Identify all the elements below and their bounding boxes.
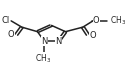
Text: N: N — [56, 37, 62, 46]
Text: Cl: Cl — [2, 16, 10, 25]
Text: O: O — [93, 16, 100, 25]
Text: O: O — [8, 30, 14, 39]
Text: O: O — [89, 31, 96, 40]
Text: CH$_3$: CH$_3$ — [35, 53, 51, 65]
Text: CH$_3$: CH$_3$ — [110, 15, 126, 27]
Text: N: N — [41, 37, 47, 46]
